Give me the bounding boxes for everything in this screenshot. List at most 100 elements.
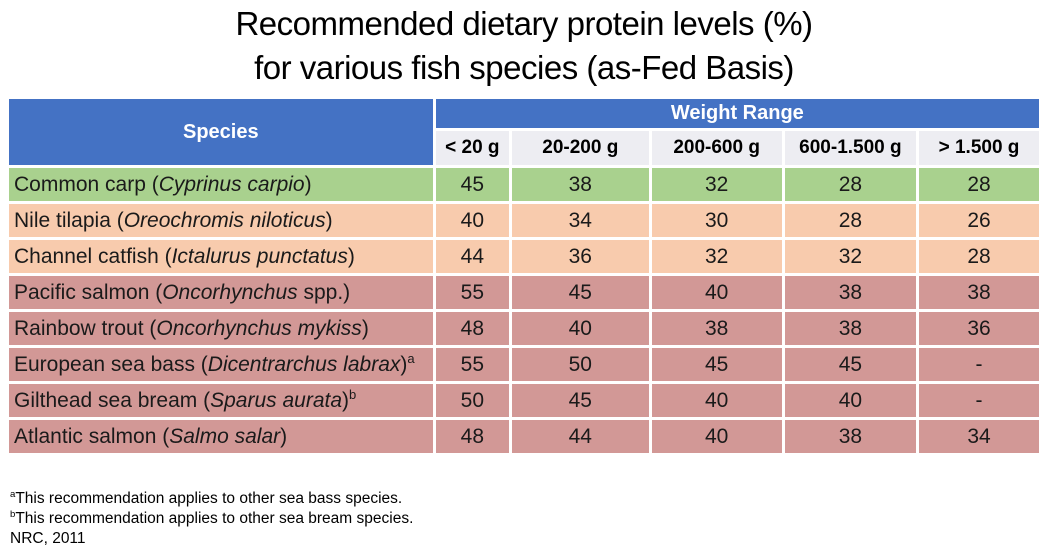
table-row-atlantic-salmon: Atlantic salmon (Salmo salar) 48 44 40 3… — [6, 417, 1042, 456]
footnotes: aThis recommendation applies to other se… — [10, 489, 413, 549]
protein-value: 32 — [648, 237, 785, 276]
weight-col-header-4: 600-1.500 g — [781, 128, 920, 168]
protein-value: - — [916, 381, 1042, 420]
species-common-name: Rainbow trout ( — [14, 316, 157, 340]
species-cell: Pacific salmon (Oncorhynchus spp.) — [6, 273, 436, 312]
species-scientific-name: Dicentrarchus labrax — [207, 352, 401, 376]
protein-value: 38 — [781, 309, 920, 348]
species-common-name: Atlantic salmon ( — [14, 424, 170, 448]
protein-value: 40 — [781, 381, 920, 420]
footnote-b-text: This recommendation applies to other sea… — [15, 510, 414, 527]
table-row-rainbow-trout: Rainbow trout (Oncorhynchus mykiss) 48 4… — [6, 309, 1042, 348]
species-common-name: Nile tilapia ( — [14, 208, 124, 232]
protein-levels-table: Species Weight Range < 20 g 20-200 g 200… — [6, 96, 1043, 456]
protein-value: 50 — [432, 381, 513, 420]
species-cell: Atlantic salmon (Salmo salar) — [6, 417, 436, 456]
header-row-weights: < 20 g 20-200 g 200-600 g 600-1.500 g > … — [8, 128, 1042, 168]
protein-value: 36 — [509, 237, 652, 276]
species-cell: Nile tilapia (Oreochromis niloticus) — [6, 201, 436, 240]
protein-value: 45 — [781, 345, 920, 384]
table-row-european-sea-bass: European sea bass (Dicentrarchus labrax)… — [6, 345, 1042, 384]
protein-value: 48 — [432, 309, 513, 348]
species-suffix: ) — [325, 208, 333, 232]
page-title: Recommended dietary protein levels (%) f… — [0, 2, 1048, 90]
species-common-name: Common carp ( — [14, 172, 159, 196]
weight-col-header-3: 200-600 g — [648, 128, 785, 168]
species-common-name: Channel catfish ( — [14, 244, 172, 268]
protein-value: 40 — [432, 201, 513, 240]
header-row-group: Species Weight Range — [6, 96, 1043, 168]
table-row-common-carp: Common carp (Cyprinus carpio) 45 38 32 2… — [6, 165, 1042, 204]
table-row-nile-tilapia: Nile tilapia (Oreochromis niloticus) 40 … — [6, 201, 1042, 240]
table-row-channel-catfish: Channel catfish (Ictalurus punctatus) 44… — [6, 237, 1042, 276]
species-scientific-name: Sparus aurata — [210, 388, 343, 412]
protein-value: 40 — [648, 417, 785, 456]
protein-value: 40 — [648, 381, 785, 420]
species-scientific-name: Oncorhynchus mykiss — [156, 316, 362, 340]
protein-value: 45 — [432, 165, 513, 204]
species-cell: Common carp (Cyprinus carpio) — [6, 165, 436, 204]
species-cell: Channel catfish (Ictalurus punctatus) — [6, 237, 436, 276]
species-suffix: ) — [347, 244, 355, 268]
footnote-b-marker: b — [10, 508, 16, 520]
weight-col-header-1: < 20 g — [432, 128, 513, 168]
species-suffix: ) — [361, 316, 369, 340]
protein-value: 45 — [509, 381, 652, 420]
species-footnote-marker: a — [407, 350, 415, 366]
protein-value: 34 — [916, 417, 1042, 456]
footnote-a: aThis recommendation applies to other se… — [10, 489, 413, 509]
table-row-pacific-salmon: Pacific salmon (Oncorhynchus spp.) 55 45… — [6, 273, 1042, 312]
footnote-a-text: This recommendation applies to other sea… — [15, 490, 403, 507]
species-scientific-name: Oncorhynchus — [162, 280, 298, 304]
species-suffix: spp.) — [297, 280, 351, 304]
protein-value: 28 — [781, 201, 920, 240]
species-suffix: ) — [400, 352, 408, 376]
species-scientific-name: Cyprinus carpio — [158, 172, 305, 196]
protein-value: 44 — [509, 417, 652, 456]
species-scientific-name: Salmo salar — [169, 424, 281, 448]
species-suffix: ) — [280, 424, 288, 448]
protein-value: 50 — [509, 345, 652, 384]
protein-value: 28 — [916, 165, 1042, 204]
species-common-name: Pacific salmon ( — [14, 280, 163, 304]
weight-col-header-5: > 1.500 g — [916, 128, 1042, 168]
species-cell: European sea bass (Dicentrarchus labrax)… — [6, 345, 436, 384]
protein-value: 28 — [916, 237, 1042, 276]
footnote-b: bThis recommendation applies to other se… — [10, 509, 413, 529]
protein-value: 38 — [781, 417, 920, 456]
protein-value: 36 — [916, 309, 1042, 348]
protein-value: 28 — [781, 165, 920, 204]
species-scientific-name: Oreochromis niloticus — [123, 208, 326, 232]
species-footnote-marker: b — [349, 386, 357, 402]
protein-value: 55 — [432, 273, 513, 312]
protein-value: 32 — [648, 165, 785, 204]
protein-value: 26 — [916, 201, 1042, 240]
species-cell: Rainbow trout (Oncorhynchus mykiss) — [6, 309, 436, 348]
protein-value: 38 — [916, 273, 1042, 312]
species-suffix: ) — [304, 172, 312, 196]
table-row-gilthead-sea-bream: Gilthead sea bream (Sparus aurata)b 50 4… — [6, 381, 1042, 420]
source-citation: NRC, 2011 — [10, 529, 413, 549]
protein-value: 40 — [648, 273, 785, 312]
species-common-name: European sea bass ( — [14, 352, 208, 376]
protein-value: 45 — [648, 345, 785, 384]
protein-value: 48 — [432, 417, 513, 456]
protein-value: 38 — [509, 165, 652, 204]
footnote-a-marker: a — [10, 488, 16, 500]
protein-value: 38 — [648, 309, 785, 348]
protein-value: 38 — [781, 273, 920, 312]
protein-value: - — [916, 345, 1042, 384]
protein-value: 55 — [432, 345, 513, 384]
species-common-name: Gilthead sea bream ( — [14, 388, 211, 412]
source-citation-text: NRC, 2011 — [10, 530, 86, 547]
species-column-header: Species — [6, 96, 436, 168]
title-line-2: for various fish species (as-Fed Basis) — [254, 49, 794, 86]
species-cell: Gilthead sea bream (Sparus aurata)b — [6, 381, 436, 420]
weight-range-header: Weight Range — [432, 96, 1043, 131]
species-suffix: ) — [342, 388, 350, 412]
weight-col-header-2: 20-200 g — [509, 128, 652, 168]
protein-value: 32 — [781, 237, 920, 276]
title-line-1: Recommended dietary protein levels (%) — [235, 5, 813, 42]
protein-value: 45 — [509, 273, 652, 312]
